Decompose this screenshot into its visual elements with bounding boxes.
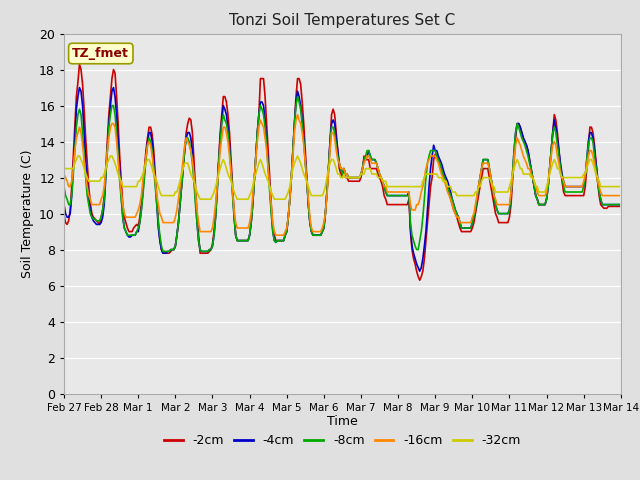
Legend: -2cm, -4cm, -8cm, -16cm, -32cm: -2cm, -4cm, -8cm, -16cm, -32cm bbox=[159, 429, 526, 452]
Y-axis label: Soil Temperature (C): Soil Temperature (C) bbox=[20, 149, 33, 278]
X-axis label: Time: Time bbox=[327, 415, 358, 429]
Text: TZ_fmet: TZ_fmet bbox=[72, 47, 129, 60]
Title: Tonzi Soil Temperatures Set C: Tonzi Soil Temperatures Set C bbox=[229, 13, 456, 28]
